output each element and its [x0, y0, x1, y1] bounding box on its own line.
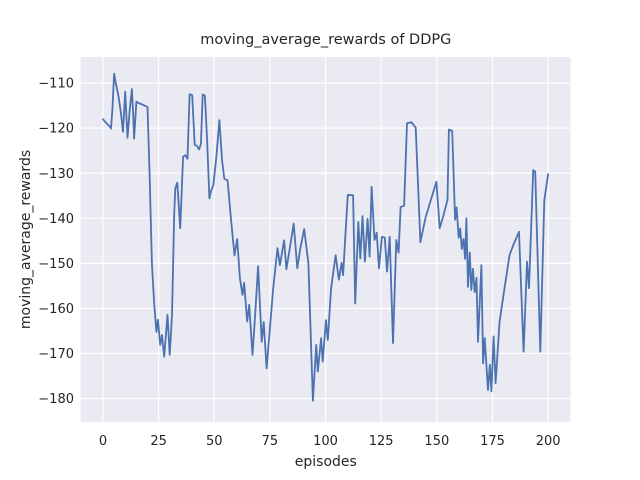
y-tick-label: −160 [38, 302, 74, 317]
y-tick-label: −150 [38, 257, 74, 272]
y-tick-label: −120 [38, 122, 74, 137]
y-tick-label: −170 [38, 347, 74, 362]
y-tick-label: −110 [38, 77, 74, 92]
x-tick-label: 75 [262, 434, 279, 449]
chart-title: moving_average_rewards of DDPG [200, 32, 451, 48]
y-tick-label: −180 [38, 392, 74, 407]
y-tick-label: −140 [38, 212, 74, 227]
x-tick-label: 125 [369, 434, 394, 449]
x-tick-label: 50 [206, 434, 223, 449]
y-axis-label: moving_average_rewards [18, 150, 34, 329]
x-tick-label: 150 [424, 434, 449, 449]
x-tick-label: 200 [536, 434, 561, 449]
x-tick-label: 0 [99, 434, 107, 449]
x-tick-label: 25 [150, 434, 167, 449]
x-tick-label: 175 [480, 434, 505, 449]
tick-layer: 0 25 50 75 100 125 150 175 200 −110 −120 −130 −140 −1… [38, 77, 560, 449]
data-line-moving_average_rewards [102, 72, 549, 402]
x-tick-label: 100 [313, 434, 338, 449]
grid-layer [80, 57, 571, 422]
series-layer [102, 72, 549, 402]
y-tick-label: −130 [38, 167, 74, 182]
x-axis-label: episodes [295, 454, 357, 470]
